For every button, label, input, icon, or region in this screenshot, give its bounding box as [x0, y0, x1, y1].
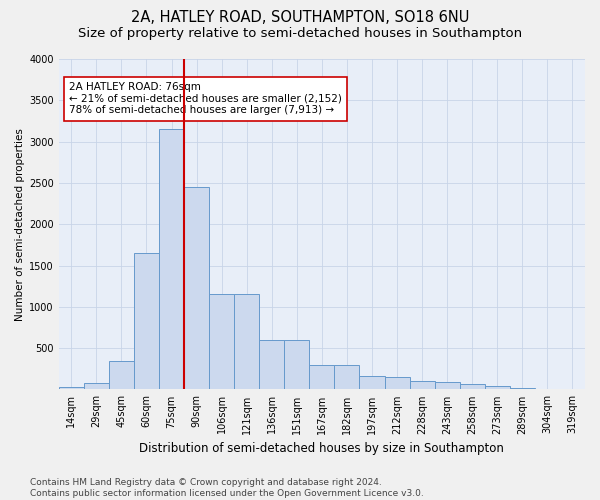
- Bar: [334, 364, 359, 390]
- Bar: [510, 388, 535, 390]
- Bar: [59, 387, 84, 390]
- Bar: [485, 386, 510, 390]
- Bar: [385, 376, 410, 390]
- Bar: [234, 294, 259, 390]
- Bar: [284, 340, 310, 390]
- Bar: [434, 382, 460, 390]
- Bar: [535, 389, 560, 390]
- Y-axis label: Number of semi-detached properties: Number of semi-detached properties: [15, 128, 25, 320]
- Text: 2A HATLEY ROAD: 76sqm
← 21% of semi-detached houses are smaller (2,152)
78% of s: 2A HATLEY ROAD: 76sqm ← 21% of semi-deta…: [70, 82, 342, 116]
- Bar: [209, 294, 234, 390]
- X-axis label: Distribution of semi-detached houses by size in Southampton: Distribution of semi-detached houses by …: [139, 442, 505, 455]
- Bar: [259, 340, 284, 390]
- Bar: [134, 253, 159, 390]
- Bar: [184, 187, 209, 390]
- Bar: [109, 360, 134, 390]
- Bar: [310, 364, 334, 390]
- Text: Size of property relative to semi-detached houses in Southampton: Size of property relative to semi-detach…: [78, 28, 522, 40]
- Bar: [359, 376, 385, 390]
- Text: 2A, HATLEY ROAD, SOUTHAMPTON, SO18 6NU: 2A, HATLEY ROAD, SOUTHAMPTON, SO18 6NU: [131, 10, 469, 25]
- Bar: [560, 389, 585, 390]
- Bar: [460, 384, 485, 390]
- Text: Contains HM Land Registry data © Crown copyright and database right 2024.
Contai: Contains HM Land Registry data © Crown c…: [30, 478, 424, 498]
- Bar: [84, 383, 109, 390]
- Bar: [159, 129, 184, 390]
- Bar: [410, 381, 434, 390]
